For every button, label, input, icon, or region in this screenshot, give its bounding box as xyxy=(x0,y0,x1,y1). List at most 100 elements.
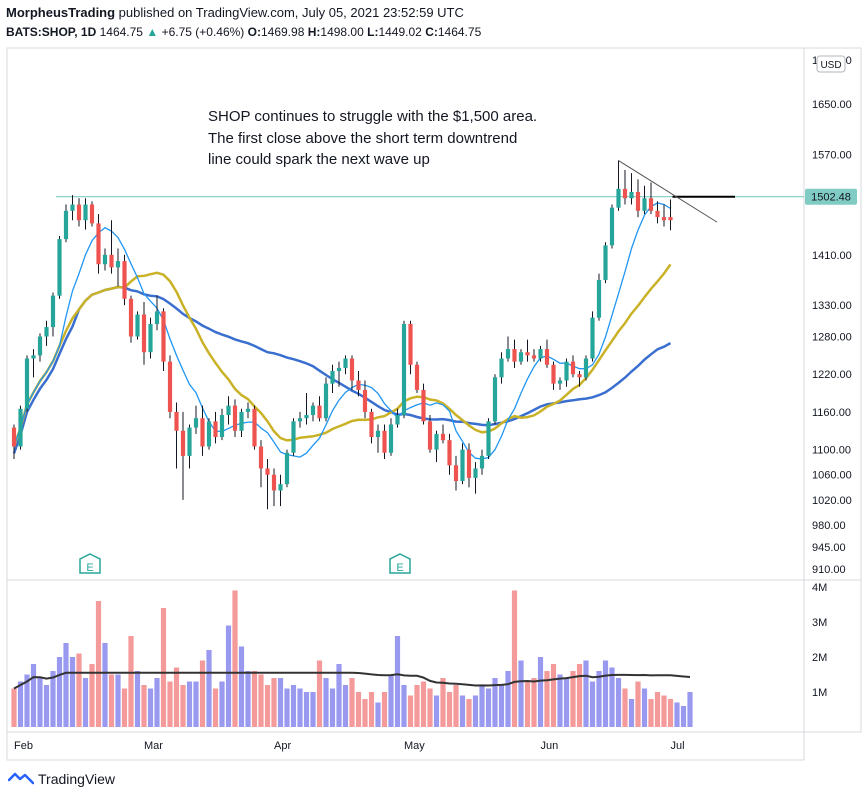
candle-body xyxy=(421,389,426,422)
candle-body xyxy=(284,452,290,485)
candle-body xyxy=(648,198,654,211)
candle-body xyxy=(356,380,361,390)
candle-body xyxy=(427,421,433,450)
volume-bar xyxy=(238,646,245,727)
candle-body xyxy=(453,465,459,482)
chart-header: MorpheusTrading published on TradingView… xyxy=(6,4,862,41)
volume-bar xyxy=(219,681,225,727)
candle-body xyxy=(395,415,400,425)
currency-badge[interactable] xyxy=(816,55,846,73)
candle-body xyxy=(447,440,452,466)
candle-body xyxy=(486,421,491,456)
volume-bar xyxy=(518,660,524,727)
candle-body xyxy=(278,484,283,491)
volume-bar xyxy=(368,692,375,727)
volume-bar xyxy=(544,671,550,727)
low-value: 1449.02 xyxy=(378,25,422,39)
month-tick-label: May xyxy=(404,740,425,752)
volume-bar xyxy=(147,688,154,727)
earnings-marker-feb[interactable]: E xyxy=(79,553,101,574)
volume-bar xyxy=(557,674,563,727)
open-label: O: xyxy=(247,25,261,39)
candle-body xyxy=(154,311,160,324)
candle-body xyxy=(297,418,303,422)
candle-body xyxy=(200,418,205,447)
price-tick-label: 1060.00 xyxy=(812,470,852,482)
volume-bar xyxy=(485,688,492,727)
volume-bar xyxy=(648,699,654,727)
candle-body xyxy=(213,421,218,438)
candle-body xyxy=(440,433,446,441)
volume-bar xyxy=(271,678,277,727)
volume-bar xyxy=(602,660,609,727)
volume-bar xyxy=(56,657,63,727)
volume-bar xyxy=(212,688,219,727)
candle-body xyxy=(577,374,582,378)
month-tick-label: Feb xyxy=(14,740,33,752)
volume-bar xyxy=(310,692,316,727)
published-text: published on TradingView.com, July 05, 2… xyxy=(115,5,464,20)
volume-bar xyxy=(121,688,128,727)
price-tick-label: 1160.00 xyxy=(812,407,851,419)
candle-body xyxy=(668,217,673,221)
volume-bar xyxy=(459,695,466,727)
month-tick-label: Apr xyxy=(274,740,291,752)
volume-bar xyxy=(76,653,82,727)
volume-bar xyxy=(323,678,329,727)
candle-body xyxy=(408,323,413,365)
volume-bar xyxy=(167,681,173,727)
price-tick-label: 910.00 xyxy=(812,564,846,576)
volume-bar xyxy=(407,695,414,727)
month-tick-label: Jul xyxy=(671,740,685,752)
volume-bar xyxy=(674,702,680,727)
volume-bar xyxy=(440,678,446,727)
volume-bars xyxy=(11,590,693,727)
volume-bar xyxy=(180,685,186,727)
month-tick-label: Mar xyxy=(144,740,163,752)
high-value: 1498.00 xyxy=(320,25,364,39)
volume-bar xyxy=(50,671,56,727)
candle-body xyxy=(388,424,394,453)
author-name[interactable]: MorpheusTrading xyxy=(6,5,116,20)
volume-bar xyxy=(628,699,635,727)
earnings-marker-apr[interactable]: E xyxy=(389,553,411,574)
candle-body xyxy=(122,261,127,299)
volume-bar xyxy=(641,688,648,727)
candle-body xyxy=(616,188,621,208)
close-label: C: xyxy=(425,25,438,39)
candle-body xyxy=(141,314,147,353)
volume-tick-label: 4M xyxy=(812,582,827,594)
candle-body xyxy=(76,204,82,221)
candle-body xyxy=(336,367,342,372)
volume-bar xyxy=(524,681,531,727)
price-tick-label: 1100.00 xyxy=(812,445,851,457)
candle-body xyxy=(557,380,563,384)
downtrend-line[interactable] xyxy=(618,160,718,223)
price-tick-label: 1330.00 xyxy=(812,300,852,312)
volume-bar xyxy=(401,685,407,727)
symbol-label[interactable]: BATS:SHOP, 1D xyxy=(6,25,97,39)
candle-body xyxy=(596,279,602,318)
volume-bar xyxy=(342,685,349,727)
volume-bar xyxy=(394,636,401,727)
candle-body xyxy=(291,421,296,453)
volume-bar xyxy=(609,667,615,727)
high-label: H: xyxy=(307,25,321,39)
candle-body xyxy=(603,245,608,280)
volume-bar xyxy=(245,671,251,727)
candle-body xyxy=(570,361,576,375)
volume-bar xyxy=(615,678,622,727)
annotation-line-1: SHOP continues to struggle with the $1,5… xyxy=(208,108,537,125)
volume-bar xyxy=(680,706,687,727)
footer-brand[interactable]: TradingView xyxy=(38,771,116,787)
volume-bar xyxy=(589,681,596,727)
price-pane[interactable] xyxy=(6,47,862,581)
volume-bar xyxy=(498,685,505,727)
time-axis[interactable] xyxy=(6,731,805,761)
tradingview-logo-icon[interactable] xyxy=(8,772,34,786)
publish-line: MorpheusTrading published on TradingView… xyxy=(6,4,862,22)
volume-bar xyxy=(511,590,518,727)
volume-tick-label: 2M xyxy=(812,652,827,664)
candle-body xyxy=(226,405,231,416)
